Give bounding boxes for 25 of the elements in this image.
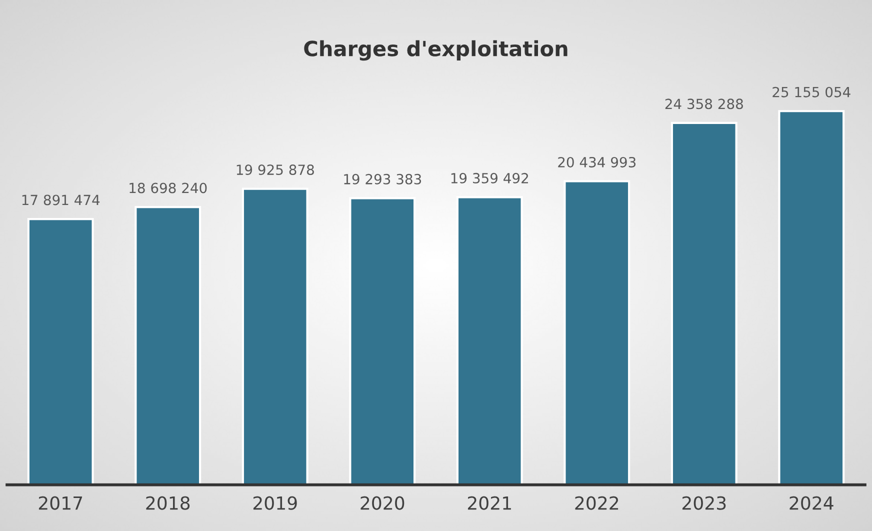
chart-title: Charges d'exploitation — [304, 40, 568, 61]
x-tick-label: 2021 — [468, 496, 511, 510]
x-tick-label: 2022 — [575, 496, 618, 510]
x-tick-label: 2019 — [253, 496, 297, 510]
bar — [670, 122, 738, 485]
bar — [456, 196, 523, 485]
x-tick-label: 2023 — [682, 496, 726, 510]
bar — [27, 218, 94, 485]
x-tick-label: 2018 — [146, 496, 190, 510]
data-label: 18 698 240 — [130, 182, 207, 194]
bar — [349, 197, 416, 485]
data-label: 19 925 878 — [236, 164, 314, 176]
data-label: 24 358 288 — [665, 98, 743, 110]
x-tick-label: 2017 — [38, 496, 82, 510]
data-label: 19 359 492 — [451, 172, 528, 184]
bar — [564, 180, 630, 485]
x-tick-label: 2020 — [360, 496, 404, 510]
bar — [242, 188, 308, 485]
data-label: 25 155 054 — [772, 86, 850, 98]
data-label: 17 891 474 — [22, 194, 100, 206]
x-tick-label: 2024 — [790, 496, 834, 510]
bar — [134, 206, 202, 485]
data-label: 20 434 993 — [558, 156, 636, 168]
bar — [778, 110, 845, 485]
data-label: 19 293 383 — [344, 174, 422, 184]
